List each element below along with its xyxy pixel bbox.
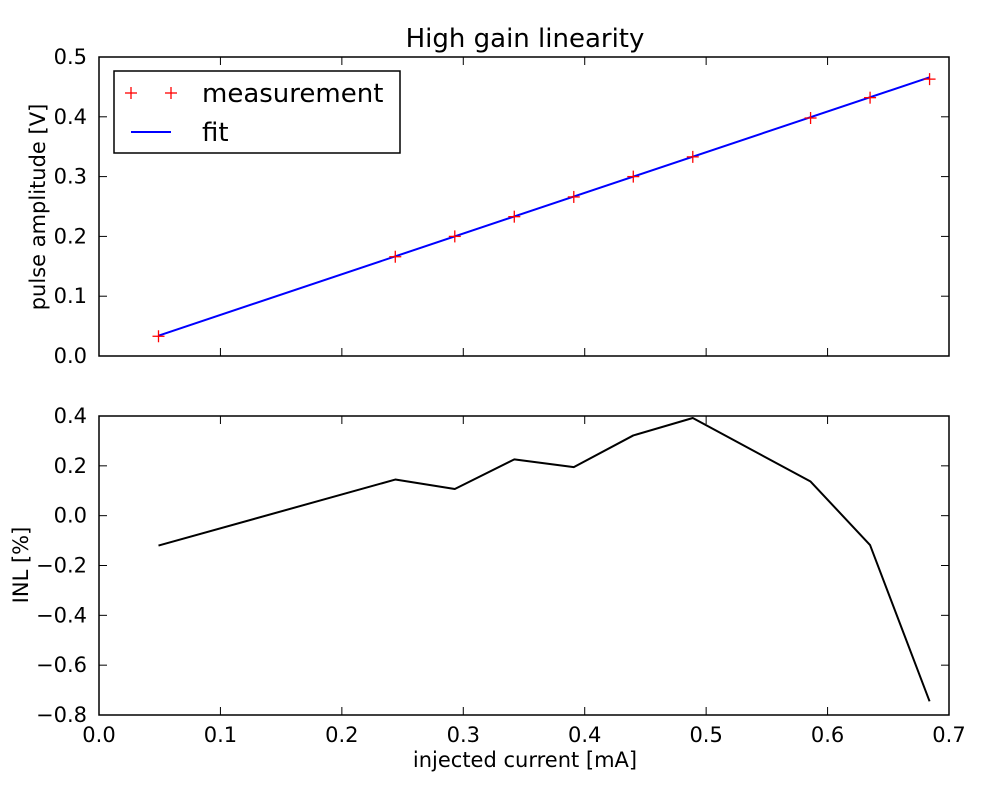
measurement-point — [567, 190, 580, 203]
x-tick-label: 0.0 — [82, 723, 115, 747]
x-tick-label: 0.2 — [325, 723, 358, 747]
legend-box — [113, 70, 401, 154]
measurement-point — [627, 170, 640, 183]
y-tick-label: 0.4 — [54, 105, 87, 129]
measurement-point — [389, 250, 402, 263]
legend-entry-fit: fit — [131, 118, 229, 148]
x-tick-label: 0.5 — [689, 723, 722, 747]
plot-area — [152, 73, 936, 343]
y-tick-label: 0.3 — [54, 165, 87, 189]
measurement-point — [448, 230, 461, 243]
y-tick-label: 0.1 — [54, 284, 87, 308]
y-axis-label: INL [%] — [9, 527, 33, 604]
legend-marker-measurement — [125, 87, 177, 99]
y-tick-label: 0.5 — [54, 45, 87, 69]
legend-label-measurement: measurement — [202, 79, 383, 109]
y-tick-label: 0.0 — [54, 504, 87, 528]
legend-label-fit: fit — [202, 118, 229, 148]
y-tick-label: −0.6 — [36, 653, 87, 677]
x-tick-label: 0.4 — [568, 723, 601, 747]
y-tick-label: 0.2 — [54, 454, 87, 478]
x-tick-label: 0.6 — [811, 723, 844, 747]
y-tick-label: 0.0 — [54, 344, 87, 368]
inl-line — [158, 416, 931, 702]
linearity-panel: High gain linearity pulse amplitude [V] … — [26, 24, 950, 368]
measurement-point — [686, 150, 699, 163]
axes-frame — [98, 415, 950, 716]
x-tick-label: 0.7 — [932, 723, 965, 747]
x-tick-labels: 0.0 0.1 0.2 0.3 0.4 0.5 0.6 0.7 — [82, 723, 965, 747]
fit-line — [158, 76, 930, 337]
measurement-point — [923, 73, 936, 86]
measurement-point — [804, 111, 817, 124]
y-tick-label: 0.2 — [54, 224, 87, 248]
y-tick-label: 0.4 — [54, 404, 87, 428]
chart-title: High gain linearity — [406, 24, 645, 54]
y-tick-label: −0.8 — [36, 703, 87, 727]
axes-frame — [98, 56, 950, 357]
legend: measurement fit — [113, 70, 401, 154]
plot-area — [158, 416, 931, 702]
measurement-point — [152, 330, 165, 343]
y-tick-labels: 0.0 0.1 0.2 0.3 0.4 0.5 — [54, 45, 87, 368]
measurement-point — [864, 91, 877, 104]
y-tick-labels: −0.8 −0.6 −0.4 −0.2 0.0 0.2 0.4 — [36, 404, 87, 727]
x-axis-label: injected current [mA] — [413, 748, 637, 772]
legend-entry-measurement: measurement — [125, 79, 383, 109]
measurement-point — [508, 210, 521, 223]
y-tick-label: −0.4 — [36, 603, 87, 627]
axis-ticks — [98, 415, 950, 716]
inl-panel: INL [%] injected current [mA] −0.8−0.6−0… — [9, 404, 966, 772]
y-tick-label: −0.2 — [36, 554, 87, 578]
y-axis-label: pulse amplitude [V] — [26, 104, 50, 311]
x-tick-label: 0.3 — [447, 723, 480, 747]
x-tick-label: 0.1 — [204, 723, 237, 747]
